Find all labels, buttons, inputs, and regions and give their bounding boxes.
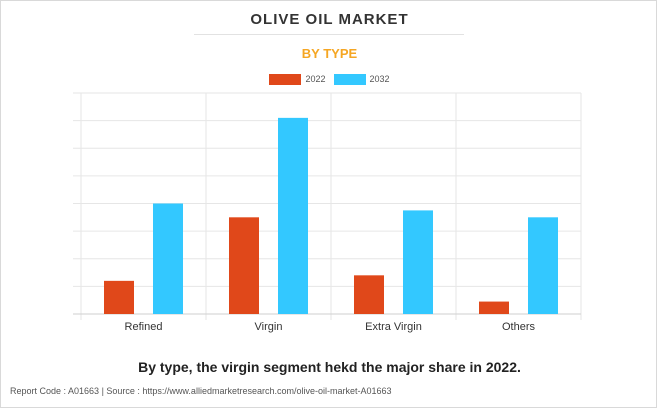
legend-swatch-2032 — [333, 73, 366, 85]
chart-caption: By type, the virgin segment hekd the maj… — [138, 359, 521, 375]
bar-2032-refined — [153, 203, 183, 314]
legend-label-2032: 2032 — [369, 74, 390, 84]
bar-2022-refined — [104, 280, 134, 314]
x-tick-label: Others — [502, 321, 536, 333]
bar-2032-others — [528, 217, 558, 314]
chart-legend: 2022 2032 — [1, 73, 657, 85]
bar-2032-virgin — [278, 117, 308, 314]
bar-2022-others — [479, 301, 509, 314]
x-tick-label: Virgin — [255, 321, 283, 333]
report-footer: Report Code : A01663 | Source : https://… — [10, 386, 392, 396]
legend-label-2022: 2022 — [305, 74, 326, 84]
title-divider — [194, 34, 464, 35]
x-tick-label: Extra Virgin — [365, 321, 422, 333]
bar-2022-virgin — [229, 217, 259, 314]
legend-item-2022[interactable]: 2022 — [269, 73, 326, 85]
chart-subtitle: BY TYPE — [301, 46, 358, 61]
legend-swatch-2022 — [269, 73, 302, 85]
bar-2032-extra-virgin — [403, 210, 433, 314]
bar-2022-extra-virgin — [354, 275, 384, 314]
legend-item-2032[interactable]: 2032 — [333, 73, 390, 85]
chart-title: OLIVE OIL MARKET — [250, 11, 409, 28]
x-tick-label: Refined — [125, 321, 163, 333]
